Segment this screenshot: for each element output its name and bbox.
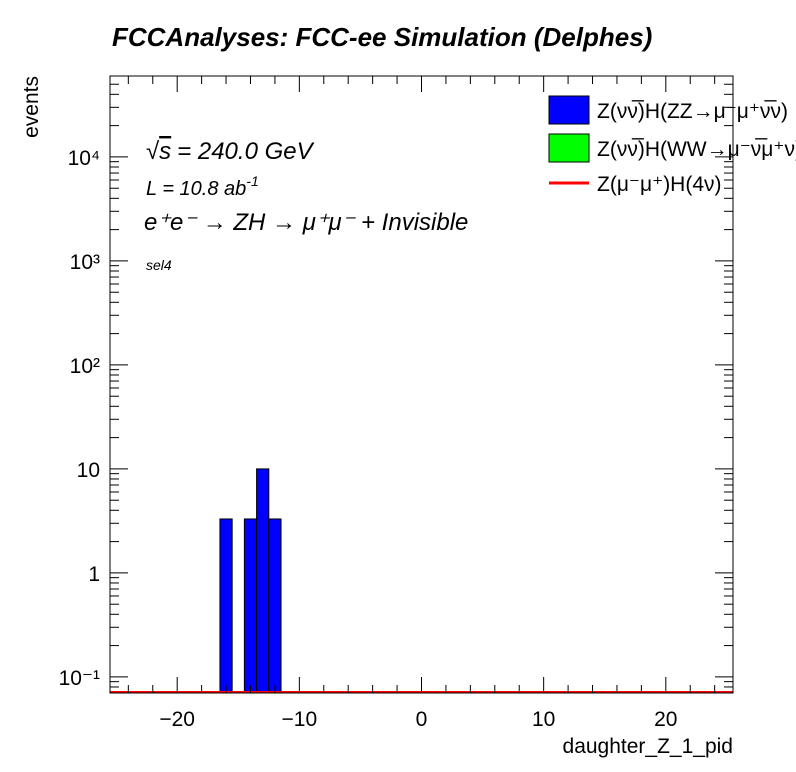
- histogram-bar: [243, 518, 258, 694]
- legend-color-swatch: [548, 95, 590, 125]
- y-tick-label: 10⁴: [68, 147, 100, 170]
- axis-tick-labels: −20 −10 0 10 20 10⁻¹ 1 10 10² 10³ 10⁴: [59, 147, 678, 731]
- x-axis-label: daughter_Z_1_pid: [563, 735, 733, 758]
- luminosity-exponent: -1: [246, 173, 258, 189]
- x-tick-label: −10: [282, 708, 318, 731]
- legend-label: Z(μ⁻μ⁺)H(4ν): [597, 173, 722, 196]
- process-annotation: e⁺e⁻ → ZH → μ⁺μ⁻ + Invisible: [144, 209, 468, 236]
- y-tick-label: 10³: [70, 251, 100, 274]
- luminosity-annotation: L = 10.8 ab-1: [146, 173, 259, 200]
- sqrt-variable: s: [159, 138, 171, 165]
- chart-title: FCCAnalyses: FCC-ee Simulation (Delphes): [112, 22, 652, 52]
- histogram-bar: [219, 518, 233, 694]
- y-tick-label: 1: [88, 563, 100, 586]
- y-tick-label: 10²: [70, 355, 100, 378]
- legend-label: Z(νν̅)H(WW→μ⁻ν̅μ⁺ν): [597, 138, 796, 161]
- selection-annotation: sel4: [146, 257, 172, 273]
- legend-label: Z(νν̅)H(ZZ→μ⁻μ⁺ν̅ν): [597, 100, 788, 123]
- luminosity-text: L = 10.8 ab: [146, 178, 246, 200]
- x-tick-label: 10: [532, 708, 555, 731]
- legend: Z(νν̅)H(ZZ→μ⁻μ⁺ν̅ν) Z(νν̅)H(WW→μ⁻ν̅μ⁺ν) Z(…: [548, 95, 796, 196]
- annotations: √s = 240.0 GeV L = 10.8 ab-1 e⁺e⁻ → ZH → …: [144, 138, 468, 273]
- histogram-bar: [268, 518, 282, 694]
- sqrt-s-value: = 240.0 GeV: [177, 138, 314, 165]
- histogram-bar: [256, 468, 270, 694]
- y-axis-label: events: [20, 76, 43, 138]
- x-tick-label: 0: [416, 708, 428, 731]
- sqrt-s-annotation: √s = 240.0 GeV: [146, 138, 315, 165]
- legend-color-swatch: [548, 133, 590, 163]
- sqrt-symbol: √: [146, 138, 160, 165]
- histogram-bars: [219, 468, 282, 694]
- axis-ticks: [110, 75, 733, 694]
- plot-frame: [109, 75, 734, 694]
- x-tick-label: −20: [159, 708, 195, 731]
- y-tick-label: 10: [77, 459, 100, 482]
- x-tick-label: 20: [654, 708, 677, 731]
- y-tick-label: 10⁻¹: [59, 667, 100, 690]
